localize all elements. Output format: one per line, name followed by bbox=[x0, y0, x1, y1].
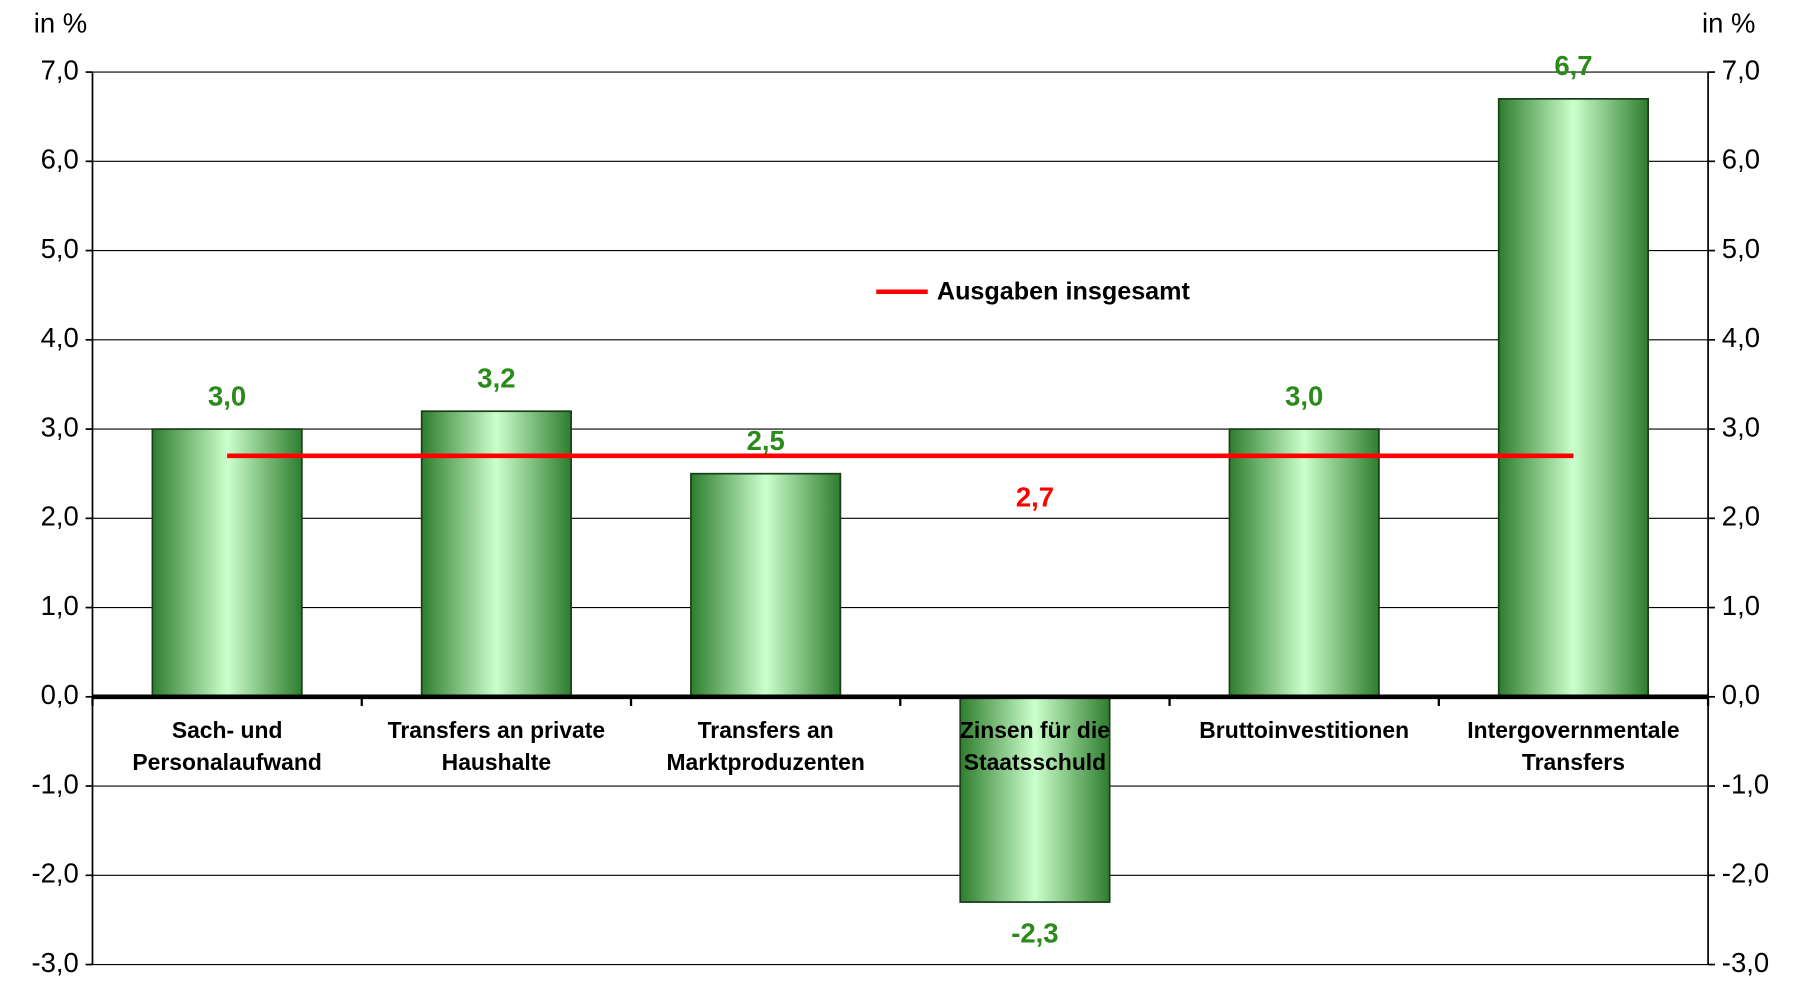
value-label: 2,5 bbox=[747, 425, 785, 456]
x-tick-label: Transfers an Marktproduzenten bbox=[666, 718, 865, 776]
x-tick-label: Intergovernmentale Transfers bbox=[1467, 718, 1680, 776]
y-tick-label: 3,0 bbox=[41, 411, 79, 442]
x-tick-label-box: Bruttoinvestitionen bbox=[1199, 718, 1410, 744]
value-label: 3,0 bbox=[208, 380, 246, 411]
y2-tick-label: 2,0 bbox=[1722, 501, 1760, 532]
y-tick-label: 1,0 bbox=[41, 590, 79, 621]
y2-tick-label: 0,0 bbox=[1722, 679, 1760, 710]
value-label: -2,3 bbox=[1011, 918, 1058, 949]
y-tick-label: 2,0 bbox=[41, 501, 79, 532]
y-tick-label: -2,0 bbox=[31, 858, 78, 889]
y2-tick-label: 3,0 bbox=[1722, 411, 1760, 442]
y-tick-label: 5,0 bbox=[41, 233, 79, 264]
y-axis-label: in % bbox=[34, 7, 87, 38]
y2-tick-label: -2,0 bbox=[1722, 858, 1769, 889]
x-tick-label: Transfers an private Haushalte bbox=[387, 718, 606, 776]
y2-tick-label: -3,0 bbox=[1722, 947, 1769, 978]
y-tick-label: -3,0 bbox=[31, 947, 78, 978]
y-tick-label: 7,0 bbox=[41, 54, 79, 85]
x-tick-label-box: Zinsen für die Staatsschuld bbox=[959, 718, 1110, 776]
x-tick-label-box: Intergovernmentale Transfers bbox=[1467, 718, 1680, 776]
value-label: 3,0 bbox=[1285, 380, 1323, 411]
x-tick-label: Sach- und Personalaufwand bbox=[132, 718, 322, 776]
bar bbox=[959, 695, 1111, 903]
legend-label: Ausgaben insgesamt bbox=[937, 278, 1191, 306]
y-tick-label: 6,0 bbox=[41, 144, 79, 175]
y-tick-label: 4,0 bbox=[41, 322, 79, 353]
y-tick-label: -1,0 bbox=[31, 768, 78, 799]
x-tick-label-box: Transfers an Marktproduzenten bbox=[666, 718, 865, 776]
x-tick-label: Bruttoinvestitionen bbox=[1199, 718, 1410, 744]
bar bbox=[690, 472, 842, 698]
y2-tick-label: 6,0 bbox=[1722, 144, 1760, 175]
x-tick-label-box: Sach- und Personalaufwand bbox=[132, 718, 322, 776]
bar bbox=[420, 410, 572, 698]
y2-tick-label: 5,0 bbox=[1722, 233, 1760, 264]
x-tick-label: Zinsen für die Staatsschuld bbox=[959, 718, 1110, 776]
y-tick-label: 0,0 bbox=[41, 679, 79, 710]
bar bbox=[151, 428, 303, 698]
y2-tick-label: 1,0 bbox=[1722, 590, 1760, 621]
y2-tick-label: 7,0 bbox=[1722, 54, 1760, 85]
x-tick-label-box: Transfers an private Haushalte bbox=[387, 718, 606, 776]
value-label: 3,2 bbox=[477, 363, 515, 394]
y2-tick-label: -1,0 bbox=[1722, 768, 1769, 799]
y2-axis-label: in % bbox=[1702, 7, 1755, 38]
y2-tick-label: 4,0 bbox=[1722, 322, 1760, 353]
value-label: 2,7 bbox=[1016, 482, 1054, 513]
bar bbox=[1497, 97, 1650, 698]
value-label: 6,7 bbox=[1554, 50, 1592, 81]
bar bbox=[1228, 428, 1380, 698]
